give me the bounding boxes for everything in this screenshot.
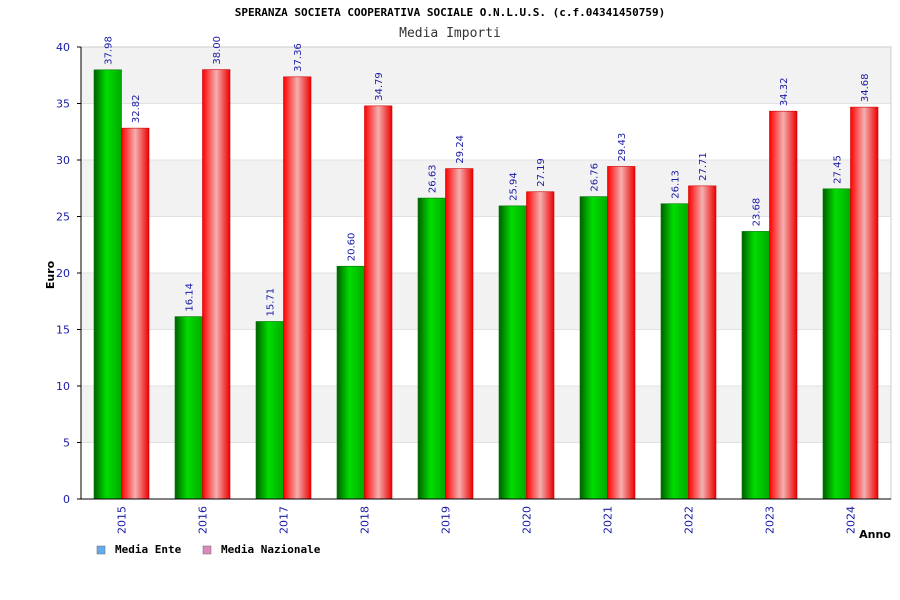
bar-media-ente-2015 [93,69,122,500]
bar-media-nazionale-2023 [769,110,798,500]
x-axis-label: Anno [859,528,891,541]
bar-media-nazionale-2022 [688,185,717,500]
x-tick-label: 2022 [683,506,696,534]
y-axis-label: Euro [44,260,57,289]
data-label: 26.76 [590,163,601,192]
bar-media-ente-2017 [255,321,284,500]
data-label: 23.68 [752,198,763,227]
bar-media-ente-2022 [660,203,689,500]
data-label: 34.68 [860,73,871,102]
x-tick-label: 2021 [602,506,615,534]
y-tick-label: 15 [56,324,70,337]
chart-subtitle: Media Importi [399,26,501,41]
legend-item-media-ente: Media Ente [96,543,182,556]
y-tick-label: 25 [56,211,70,224]
bar-media-ente-2016 [174,316,203,500]
data-label: 38.00 [212,36,223,65]
data-label: 25.94 [509,172,520,201]
legend-label-media-nazionale: Media Nazionale [221,543,321,556]
x-tick-label: 2019 [440,506,453,534]
x-tick-label: 2015 [116,506,129,534]
data-label: 20.60 [347,233,358,262]
bar-media-ente-2021 [579,196,608,500]
x-tick-label: 2020 [521,506,534,534]
y-axis: 0 5 10 15 20 25 30 35 40 [56,41,82,506]
legend-item-media-nazionale: Media Nazionale [202,543,321,556]
bar-media-nazionale-2021 [607,166,636,500]
data-label: 27.45 [833,155,844,184]
bar-media-nazionale-2020 [526,191,555,500]
legend-label-media-ente: Media Ente [115,543,182,556]
bar-media-ente-2019 [417,197,446,500]
bar-media-ente-2018 [336,265,365,500]
data-label: 34.32 [779,78,790,107]
data-label: 29.43 [617,133,628,162]
y-tick-label: 40 [56,41,70,54]
data-label: 32.82 [131,94,142,123]
legend-swatch-media-ente [96,545,106,555]
data-label: 37.36 [293,43,304,72]
x-tick-label: 2024 [845,506,858,534]
legend: Media Ente Media Nazionale [96,543,321,556]
bar-media-nazionale-2016 [202,69,231,500]
bar-media-ente-2020 [498,205,527,500]
data-label: 29.24 [455,135,466,164]
x-tick-label: 2023 [764,506,777,534]
y-tick-label: 20 [56,267,70,280]
y-tick-label: 0 [63,493,70,506]
chart-title: SPERANZA SOCIETA COOPERATIVA SOCIALE O.N… [235,6,665,19]
y-tick-label: 10 [56,380,70,393]
bar-media-nazionale-2018 [364,105,393,500]
data-label: 26.13 [671,170,682,199]
data-label: 26.63 [428,164,439,193]
data-label: 27.71 [698,152,709,181]
data-label: 34.79 [374,72,385,101]
data-label: 37.98 [104,36,115,65]
x-tick-label: 2017 [278,506,291,534]
bar-media-nazionale-2024 [850,106,879,500]
y-tick-label: 35 [56,98,70,111]
bar-media-nazionale-2015 [121,127,150,500]
data-label: 16.14 [185,283,196,312]
bar-media-ente-2024 [822,188,851,500]
bar-media-nazionale-2019 [445,168,474,500]
bars: 37.98 32.82 16.14 38.00 15.71 37.36 20.60 34.79… [93,36,879,500]
legend-swatch-media-nazionale [202,545,212,555]
bar-media-ente-2023 [741,231,770,500]
x-axis: 2015 2016 2017 2018 2019 2020 2021 2022 2023 2024 [81,498,891,534]
x-tick-label: 2018 [359,506,372,534]
data-label: 27.19 [536,158,547,187]
bar-media-nazionale-2017 [283,76,312,500]
x-tick-label: 2016 [197,506,210,534]
y-tick-label: 30 [56,154,70,167]
y-tick-label: 5 [63,437,70,450]
data-label: 15.71 [266,288,277,317]
